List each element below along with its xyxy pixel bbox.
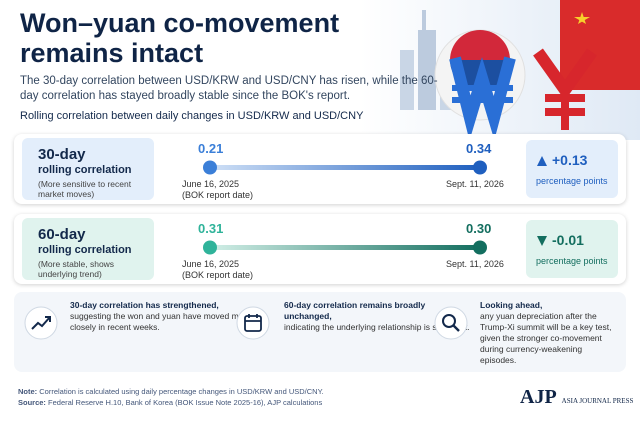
insight: Looking ahead, any yuan depreciation afte… [480, 300, 620, 366]
text: Note: Correlation is calculated using da… [18, 386, 324, 397]
start-dot [203, 160, 217, 175]
start-value: 0.31 [198, 221, 224, 236]
row-note: (More stable, shows underlying trend) [38, 259, 115, 279]
range-line [203, 160, 487, 175]
source: Federal Reserve H.10, Bank of Korea (BOK… [48, 398, 323, 407]
change-arrow [537, 236, 547, 246]
insight: 30-day correlation has strengthened, sugg… [70, 300, 260, 333]
correlation-row: 30-day rolling correlation (More sensitive… [14, 134, 626, 204]
end-value: 0.30 [466, 221, 492, 236]
end-dot [473, 160, 487, 175]
connector [210, 165, 480, 170]
note: Correlation is calculated using daily pe… [39, 387, 324, 396]
title: Won–yuan co-movement remains intact [20, 8, 340, 68]
text: indicating the underlying relationship i… [284, 322, 470, 332]
start-date-note: (BOK report date) [182, 190, 254, 200]
brand-name: ASIA JOURNAL PRESS [561, 397, 634, 405]
correlation-row: 60-day rolling correlation (More stable, s… [14, 214, 626, 284]
end-date: Sept. 11, 2026 [446, 179, 504, 189]
row-note: (More sensitive to recent market moves) [38, 179, 132, 199]
subtitle: The 30-day correlation between USD/KRW a… [20, 75, 438, 102]
note-label: Note: [18, 387, 38, 396]
calendar-icon [236, 306, 270, 340]
end-value: 0.34 [466, 141, 492, 156]
change-box: -0.01 percentage points [526, 220, 618, 278]
change-unit: percentage points [536, 256, 608, 266]
change-arrow [537, 156, 547, 166]
change-box: +0.13 percentage points [526, 140, 618, 198]
start-date-text: June 16, 2025 [182, 179, 240, 189]
text: any yuan depreciation after the Trump-Xi… [480, 311, 612, 365]
brand: AJP ASIA JOURNAL PRESS [520, 386, 633, 409]
footer: Note: Correlation is calculated using da… [18, 386, 324, 408]
insights-panel: 30-day correlation has strengthened, sugg… [14, 292, 626, 372]
change-value: +0.13 [552, 152, 588, 168]
start-date: June 16, 2025 (BOK report date) [182, 179, 253, 201]
text: 60-day correlation remains broadly uncha… [284, 300, 426, 321]
insight: 60-day correlation remains broadly uncha… [284, 300, 474, 333]
text: Source: Federal Reserve H.10, Bank of Ko… [18, 397, 324, 408]
range-line [203, 240, 487, 255]
end-date: Sept. 11, 2026 [446, 259, 504, 269]
label-box: 60-day rolling correlation (More stable, s… [22, 218, 154, 280]
search-icon [434, 306, 468, 340]
row-sublabel: rolling correlation [38, 164, 132, 176]
row-label: 60-day [38, 226, 86, 243]
text: suggesting the won and yuan have moved m… [70, 311, 251, 332]
change-unit: percentage points [536, 176, 608, 186]
source-label: Source: [18, 398, 46, 407]
start-date-note: (BOK report date) [182, 270, 254, 280]
text: Looking ahead, [480, 300, 543, 310]
row-sublabel: rolling correlation [38, 244, 132, 256]
text: 30-day correlation has strengthened, [70, 300, 219, 310]
row-label: 30-day [38, 146, 86, 163]
end-dot [473, 240, 487, 255]
trend-icon [24, 306, 58, 340]
start-date: June 16, 2025 (BOK report date) [182, 259, 253, 281]
hero-illustration [360, 0, 640, 140]
brand-logo: AJP [520, 386, 557, 408]
start-value: 0.21 [198, 141, 224, 156]
start-dot [203, 240, 217, 255]
start-date-text: June 16, 2025 [182, 259, 240, 269]
label-box: 30-day rolling correlation (More sensitive… [22, 138, 154, 200]
section-label: Rolling correlation between daily change… [20, 110, 364, 122]
change-value: -0.01 [552, 232, 584, 248]
connector [210, 245, 480, 250]
